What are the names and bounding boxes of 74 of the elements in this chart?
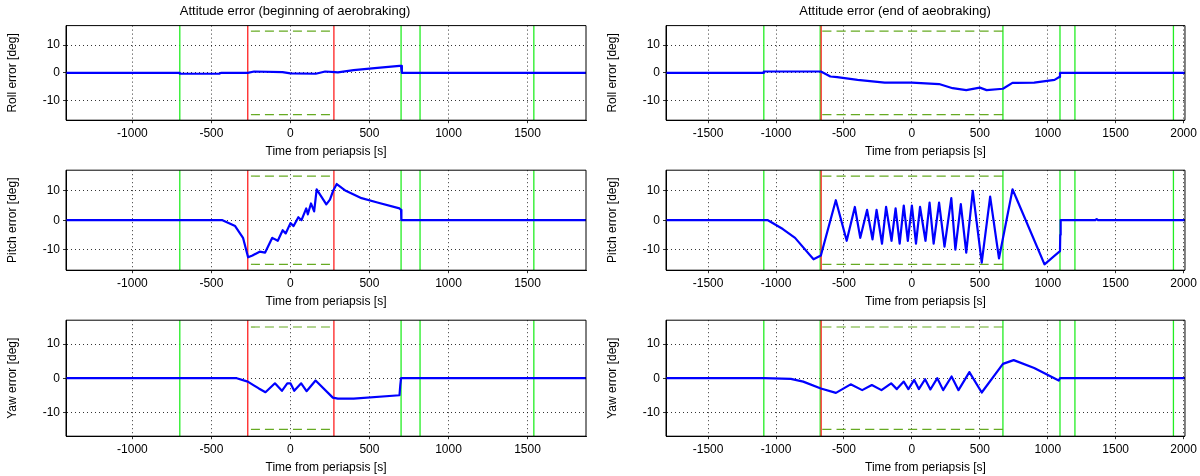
y-tick-label: 10 xyxy=(46,183,61,198)
x-tick-label: 1000 xyxy=(435,275,463,290)
x-tick-label: 500 xyxy=(969,275,991,290)
x-tick-label: -500 xyxy=(831,441,857,456)
x-tick-label: -500 xyxy=(831,275,857,290)
chart-title: Attitude error (end of aeobraking) xyxy=(799,3,991,19)
y-tick-label: -10 xyxy=(642,93,661,108)
x-tick-label: -1000 xyxy=(117,275,149,290)
x-tick-label: -1500 xyxy=(692,125,724,140)
x-axis-title: Time from periapsis [s] xyxy=(865,144,986,159)
y-axis-title: Yaw error [deg] xyxy=(4,337,19,419)
x-tick-label: 500 xyxy=(359,125,380,140)
x-tick-label: 1500 xyxy=(514,275,542,290)
x-tick-label: -1000 xyxy=(117,125,149,140)
x-tick-label: 2000 xyxy=(1170,275,1198,290)
x-tick-label: 1000 xyxy=(1034,441,1062,456)
x-tick-label: 0 xyxy=(908,125,916,140)
x-tick-label: -500 xyxy=(199,275,224,290)
x-axis-title: Time from periapsis [s] xyxy=(265,144,387,159)
y-tick-label: 10 xyxy=(646,37,661,52)
chart-title: Attitude error (beginning of aerobraking) xyxy=(179,3,411,19)
x-tick-label: 1500 xyxy=(1102,441,1130,456)
y-tick-label: -10 xyxy=(42,93,61,108)
x-tick-label: -500 xyxy=(831,125,857,140)
x-tick-label: -1500 xyxy=(692,275,724,290)
y-tick-label: 10 xyxy=(46,336,61,351)
y-tick-label: 0 xyxy=(653,65,661,80)
x-tick-label: 500 xyxy=(359,441,380,456)
x-tick-label: 2000 xyxy=(1170,125,1198,140)
x-tick-label: 500 xyxy=(969,125,991,140)
y-axis-title: Pitch error [deg] xyxy=(4,177,19,263)
x-tick-label: 1500 xyxy=(514,125,542,140)
x-tick-label: -500 xyxy=(199,441,224,456)
y-tick-label: -10 xyxy=(642,404,661,419)
x-tick-label: 1000 xyxy=(1034,275,1062,290)
y-tick-label: 0 xyxy=(53,65,61,80)
y-axis-title: Pitch error [deg] xyxy=(604,177,619,263)
x-tick-label: 1000 xyxy=(1034,125,1062,140)
x-tick-label: 0 xyxy=(287,275,295,290)
x-tick-label: 0 xyxy=(287,125,295,140)
x-tick-label: 500 xyxy=(969,441,991,456)
x-tick-label: 1500 xyxy=(1102,275,1130,290)
y-axis-title: Roll error [deg] xyxy=(604,33,619,113)
y-tick-label: 10 xyxy=(46,37,61,52)
y-tick-label: 0 xyxy=(653,370,661,385)
y-axis-title: Yaw error [deg] xyxy=(604,337,619,419)
x-tick-label: 2000 xyxy=(1170,441,1198,456)
x-tick-label: -1000 xyxy=(760,441,792,456)
x-tick-label: -500 xyxy=(199,125,224,140)
y-axis-title: Roll error [deg] xyxy=(4,33,19,113)
x-tick-label: 0 xyxy=(908,275,916,290)
x-tick-label: -1000 xyxy=(760,125,792,140)
y-tick-label: -10 xyxy=(42,404,61,419)
x-axis-title: Time from periapsis [s] xyxy=(865,460,986,475)
y-tick-label: -10 xyxy=(42,241,61,256)
y-tick-label: 0 xyxy=(53,370,61,385)
x-tick-label: 1000 xyxy=(435,125,463,140)
x-axis-title: Time from periapsis [s] xyxy=(265,460,387,475)
x-axis-title: Time from periapsis [s] xyxy=(265,294,387,309)
x-tick-label: 1000 xyxy=(435,441,463,456)
y-tick-label: 10 xyxy=(646,183,661,198)
x-tick-label: -1000 xyxy=(760,275,792,290)
x-axis-title: Time from periapsis [s] xyxy=(865,294,986,309)
x-tick-label: -1500 xyxy=(692,441,724,456)
x-tick-label: 0 xyxy=(287,441,295,456)
y-tick-label: -10 xyxy=(642,241,661,256)
x-tick-label: -1000 xyxy=(117,441,149,456)
x-tick-label: 500 xyxy=(359,275,380,290)
y-tick-label: 10 xyxy=(646,336,661,351)
x-tick-label: 1500 xyxy=(514,441,542,456)
y-tick-label: 0 xyxy=(653,212,661,227)
x-tick-label: 0 xyxy=(908,441,916,456)
y-tick-label: 0 xyxy=(53,212,61,227)
x-tick-label: 1500 xyxy=(1102,125,1130,140)
